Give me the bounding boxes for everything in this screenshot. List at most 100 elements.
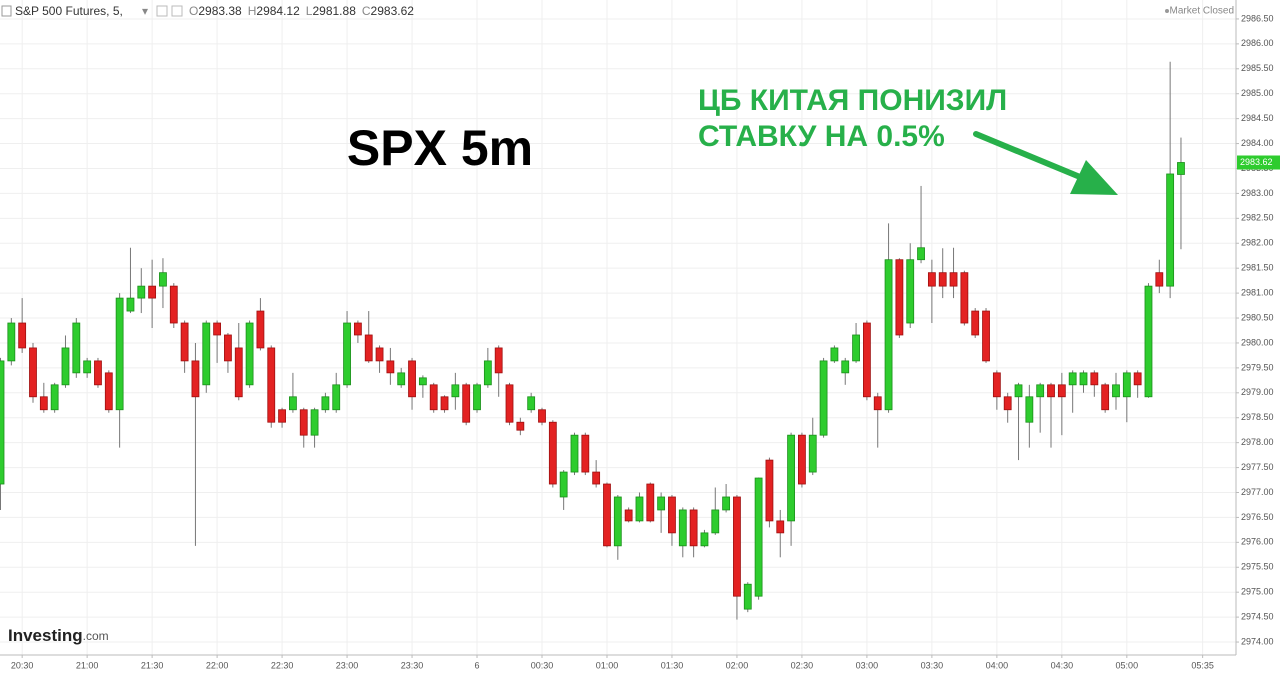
x-tick-label: 00:30 — [531, 660, 554, 670]
y-tick-label: 2978.00 — [1241, 437, 1274, 447]
y-tick-label: 2983.00 — [1241, 188, 1274, 198]
low-label: L — [306, 4, 313, 18]
candle-body — [982, 310, 990, 362]
candle-body — [148, 285, 157, 299]
collapse-icon[interactable] — [1, 5, 12, 17]
y-tick-label: 2981.00 — [1241, 287, 1274, 297]
candle-body — [94, 360, 102, 386]
candle-body — [1025, 396, 1034, 423]
candle-body — [39, 396, 48, 411]
y-tick-label: 2980.00 — [1241, 337, 1274, 347]
candle-body — [787, 434, 795, 522]
x-tick-label: 04:00 — [986, 660, 1009, 670]
candle-body — [516, 421, 525, 431]
dropdown-icon[interactable]: ▾ — [142, 4, 148, 18]
candle-body — [733, 496, 741, 597]
candle-body — [1057, 384, 1066, 398]
candle-body — [841, 360, 850, 374]
candle-body — [1101, 384, 1110, 411]
candle-body — [895, 259, 904, 336]
candle-body — [1003, 396, 1012, 411]
ohlc-header: O2983.38 H2984.12 L2981.88 C2983.62 — [189, 4, 414, 18]
candle-body — [61, 347, 70, 386]
annotation-arrowhead — [1070, 160, 1118, 195]
annotation-line: ЦБ КИТАЯ ПОНИЗИЛ — [698, 84, 1007, 117]
candle-body — [1014, 384, 1023, 398]
candle-body — [1079, 372, 1088, 386]
candle-body — [592, 471, 601, 485]
y-tick-label: 2984.50 — [1241, 113, 1274, 123]
candle-body — [830, 347, 839, 362]
candle-body — [462, 384, 471, 423]
candle-body — [29, 347, 37, 398]
candle-body — [353, 322, 362, 336]
candle-body — [743, 583, 752, 610]
annotation-line: СТАВКУ НА 0.5% — [698, 120, 945, 153]
y-tick-label: 2977.50 — [1241, 462, 1274, 472]
candle-body — [0, 360, 5, 485]
y-tick-label: 2975.50 — [1241, 562, 1274, 572]
x-tick-label: 23:00 — [336, 660, 359, 670]
y-tick-label: 2976.50 — [1241, 512, 1274, 522]
candle-body — [678, 509, 687, 547]
candle-body — [7, 322, 16, 362]
candle-body — [169, 285, 178, 324]
candle-body — [289, 396, 297, 411]
candle-body — [1133, 372, 1142, 386]
candle-body — [527, 396, 536, 411]
high-label: H — [248, 4, 257, 18]
y-tick-label: 2975.00 — [1241, 587, 1274, 597]
x-tick-label: 22:00 — [206, 660, 229, 670]
candle-body — [917, 247, 925, 261]
candle-body — [180, 322, 189, 362]
candle-body — [873, 396, 882, 411]
y-tick-label: 2977.00 — [1241, 487, 1274, 497]
candle-body — [375, 347, 384, 362]
candle-body — [776, 520, 785, 534]
candle-body — [332, 384, 341, 411]
candle-body — [852, 334, 860, 362]
candle-body — [798, 434, 806, 485]
candle-body — [234, 347, 243, 398]
candle-body — [245, 322, 254, 386]
candle-body — [949, 272, 958, 287]
y-tick-label: 2985.00 — [1241, 88, 1274, 98]
price-tag-label: 2983.62 — [1240, 157, 1273, 167]
close-icon[interactable] — [171, 5, 183, 17]
x-tick-label: 01:00 — [596, 660, 619, 670]
candle-body — [765, 459, 774, 522]
candle-body — [483, 360, 492, 386]
candle-body — [440, 396, 449, 411]
x-tick-label: 02:30 — [791, 660, 814, 670]
candle-body — [538, 409, 546, 423]
candle-body — [1166, 173, 1175, 287]
candle-body — [321, 396, 330, 411]
x-tick-label: 02:00 — [726, 660, 749, 670]
x-tick-label: 20:30 — [11, 660, 34, 670]
settings-icon[interactable] — [156, 5, 168, 17]
open-label: O — [189, 4, 198, 18]
market-status: Market Closed — [1170, 6, 1234, 17]
y-tick-label: 2979.00 — [1241, 387, 1274, 397]
y-tick-label: 2976.00 — [1241, 537, 1274, 547]
candle-body — [429, 384, 438, 411]
candle-body — [278, 409, 286, 423]
x-tick-label: 6 — [475, 660, 480, 670]
candle-body — [657, 496, 666, 511]
candle-body — [808, 434, 817, 473]
candle-body — [754, 477, 763, 597]
logo-brand: Investing — [8, 626, 83, 645]
candle-body — [213, 322, 222, 336]
candle-body — [159, 272, 167, 287]
logo-suffix: .com — [83, 629, 109, 643]
candle-body — [613, 496, 622, 547]
candle-body — [548, 421, 557, 485]
candle-body — [722, 496, 731, 511]
candle-body — [819, 360, 828, 436]
candle-body — [343, 322, 351, 386]
y-tick-label: 2979.50 — [1241, 362, 1274, 372]
y-tick-label: 2982.50 — [1241, 213, 1274, 223]
y-tick-label: 2986.50 — [1241, 13, 1274, 23]
y-tick-label: 2974.50 — [1241, 611, 1274, 621]
